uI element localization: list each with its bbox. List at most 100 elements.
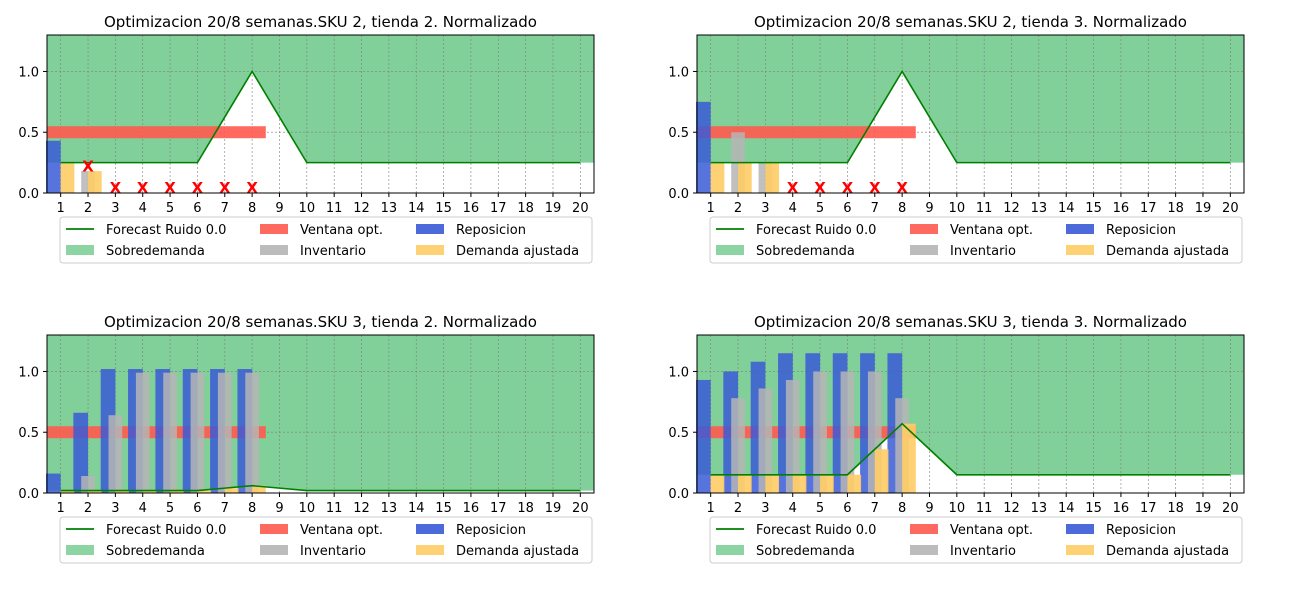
- x-tick-label: 20: [1222, 201, 1239, 216]
- demanda-bar: [197, 490, 212, 493]
- forecast-line: [60, 484, 581, 492]
- x-tick-label: 8: [248, 201, 256, 216]
- y-tick-label: 0.0: [18, 487, 39, 502]
- x-tick-label: 8: [898, 501, 906, 516]
- demanda-bar: [738, 474, 752, 493]
- x-tick-label: 6: [193, 201, 201, 216]
- x-tick-label: 13: [1031, 501, 1048, 516]
- legend-swatch-inventario: [260, 245, 288, 255]
- legend-label-ventana: Ventana opt.: [300, 523, 383, 538]
- x-tick-label: 9: [275, 201, 283, 216]
- legend-label-forecast: Forecast Ruido 0.0: [756, 523, 876, 538]
- legend-swatch-ventana: [910, 224, 938, 234]
- legend-label-reposicion: Reposicion: [1106, 223, 1176, 238]
- x-tick-label: 7: [871, 501, 879, 516]
- x-tick-label: 2: [734, 201, 742, 216]
- x-tick-label: 5: [816, 501, 824, 516]
- legend-swatch-demanda: [1066, 545, 1094, 555]
- inventario-bar: [81, 475, 95, 493]
- legend: Forecast Ruido 0.0 Sobredemanda Ventana op…: [709, 516, 1243, 564]
- legend-label-ventana: Ventana opt.: [950, 223, 1033, 238]
- legend: Forecast Ruido 0.0 Sobredemanda Ventana op…: [709, 216, 1243, 264]
- legend-frame: [709, 216, 1243, 264]
- demanda-bar: [224, 488, 239, 493]
- x-tick-label: 4: [789, 201, 797, 216]
- x-tick-label: 9: [275, 501, 283, 516]
- x-tick-label: 20: [572, 201, 589, 216]
- inventario-bar: [217, 372, 232, 493]
- x-tick-label: 13: [1031, 201, 1048, 216]
- x-tick-label: 6: [843, 201, 851, 216]
- chart-panel-2: X X X X X1 2 3 4 5 6 7 8 9 10 11 12 13 14 15 16 17 18 19 200.00…: [668, 13, 1245, 264]
- demanda-bar: [88, 171, 102, 193]
- demanda-bar: [847, 474, 862, 493]
- legend-swatch-ventana: [260, 524, 288, 534]
- x-tick-label: 17: [490, 501, 507, 516]
- legend-swatch-sobredemanda: [716, 545, 744, 555]
- legend-label-inventario: Inventario: [300, 544, 366, 559]
- legend-label-forecast: Forecast Ruido 0.0: [756, 223, 876, 238]
- x-tick-label: 11: [976, 501, 993, 516]
- chart-title: Optimizacion 20/8 semanas.SKU 3, tienda …: [754, 313, 1187, 331]
- x-tick-label: 4: [789, 501, 797, 516]
- demanda-bar: [902, 423, 916, 493]
- demanda-bar: [765, 474, 780, 493]
- x-tick-label: 16: [1113, 501, 1130, 516]
- x-tick-label: 7: [871, 201, 879, 216]
- legend-label-sobredemanda: Sobredemanda: [756, 544, 855, 559]
- x-tick-label: 12: [353, 501, 370, 516]
- y-tick-label: 0.5: [668, 126, 689, 141]
- x-tick-label: 18: [517, 201, 534, 216]
- chart-panel-1: XX X X X X X1 2 3 4 5 6 7 8 9 10 11 12 13 14 15 16 17 18 19 200.…: [18, 13, 595, 264]
- x-tick-label: 17: [490, 201, 507, 216]
- y-tick-label: 0.5: [668, 426, 689, 441]
- forecast-line: [710, 422, 1231, 476]
- demanda-bar: [765, 162, 780, 193]
- legend: Forecast Ruido 0.0 Sobredemanda Ventana op…: [59, 516, 593, 564]
- legend-swatch-sobredemanda: [716, 245, 744, 255]
- x-tick-label: 2: [84, 201, 92, 216]
- x-tick-label: 18: [1167, 501, 1184, 516]
- legend: Forecast Ruido 0.0 Sobredemanda Ventana op…: [59, 216, 593, 264]
- sobredemanda-area: [697, 35, 1244, 163]
- inventario-bar: [190, 372, 205, 493]
- y-tick-label: 1.0: [668, 65, 689, 80]
- legend-label-ventana: Ventana opt.: [950, 523, 1033, 538]
- x-tick-label: 11: [976, 201, 993, 216]
- x-tick-label: 3: [111, 501, 119, 516]
- x-tick-label: 16: [1113, 201, 1130, 216]
- x-tick-label: 19: [1195, 201, 1212, 216]
- x-tick-label: 12: [1003, 201, 1020, 216]
- x-tick-label: 5: [166, 501, 174, 516]
- demanda-bar: [820, 474, 834, 493]
- inventario-bar: [245, 372, 259, 493]
- y-tick-label: 1.0: [18, 65, 39, 80]
- legend-label-demanda: Demanda ajustada: [1106, 544, 1229, 559]
- legend-label-reposicion: Reposicion: [456, 523, 526, 538]
- x-tick-label: 13: [381, 201, 398, 216]
- x-tick-label: 16: [463, 201, 480, 216]
- demanda-bar: [115, 490, 130, 493]
- inventario-bar: [813, 371, 827, 493]
- legend-swatch-demanda: [416, 545, 444, 555]
- x-tick-label: 10: [299, 501, 316, 516]
- x-tick-label: 8: [248, 501, 256, 516]
- x-tick-label: 14: [1058, 501, 1075, 516]
- x-tick-label: 3: [111, 201, 119, 216]
- legend-frame: [709, 516, 1243, 564]
- demanda-bar: [710, 474, 725, 493]
- inventario-bar: [758, 388, 773, 493]
- legend-label-forecast: Forecast Ruido 0.0: [106, 523, 226, 538]
- x-tick-label: 3: [761, 201, 769, 216]
- legend-swatch-ventana: [910, 524, 938, 534]
- legend-label-reposicion: Reposicion: [1106, 523, 1176, 538]
- demanda-bar: [142, 490, 157, 493]
- x-tick-label: 1: [707, 201, 715, 216]
- axes-frame: [696, 34, 1245, 194]
- x-tick-label: 7: [221, 201, 229, 216]
- x-tick-label: 12: [1003, 501, 1020, 516]
- demanda-bar: [88, 490, 102, 493]
- forecast-line: [60, 69, 581, 164]
- demanda-bar: [738, 162, 752, 193]
